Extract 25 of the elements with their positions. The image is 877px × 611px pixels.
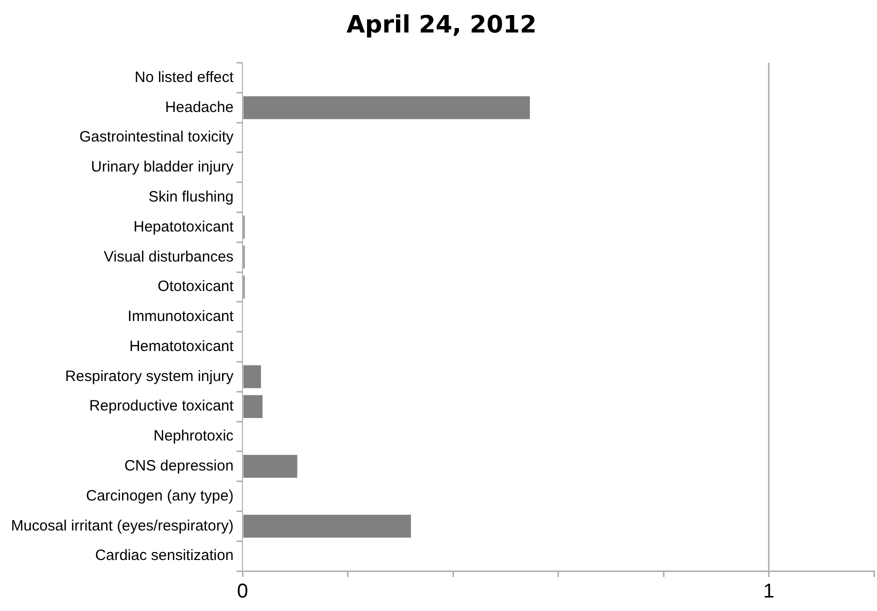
x-tick-label: 0 (237, 580, 248, 603)
bar (243, 514, 411, 538)
x-tick-label: 1 (763, 580, 774, 603)
y-tick-label: No listed effect (134, 68, 234, 86)
bar (243, 365, 261, 388)
y-tick-label: Hepatotoxicant (133, 218, 234, 236)
y-tick-label: Respiratory system injury (65, 368, 234, 385)
y-tick-label: Urinary bladder injury (91, 158, 234, 176)
y-tick-label: Ototoxicant (158, 278, 234, 296)
y-tick-label: Nephrotoxic (154, 428, 234, 445)
chart-title: April 24, 2012 (346, 10, 537, 39)
bar (243, 96, 530, 120)
bar (243, 395, 263, 418)
y-tick-label: CNS depression (124, 458, 234, 475)
y-tick-label: Mucosal irritant (eyes/respiratory) (11, 517, 234, 534)
y-tick-label: Immunotoxicant (128, 308, 234, 326)
bar (243, 454, 298, 478)
y-tick-label: Cardiac sensitization (95, 547, 234, 564)
y-tick-label: Hematotoxicant (129, 338, 234, 355)
y-tick-label: Carcinogen (any type) (86, 487, 234, 504)
y-tick-label: Reproductive toxicant (89, 398, 234, 415)
y-tick-label: Visual disturbances (104, 248, 234, 266)
y-tick-label: Skin flushing (148, 188, 234, 206)
y-tick-label: Gastrointestinal toxicity (79, 128, 234, 146)
y-tick-label: Headache (165, 98, 234, 116)
